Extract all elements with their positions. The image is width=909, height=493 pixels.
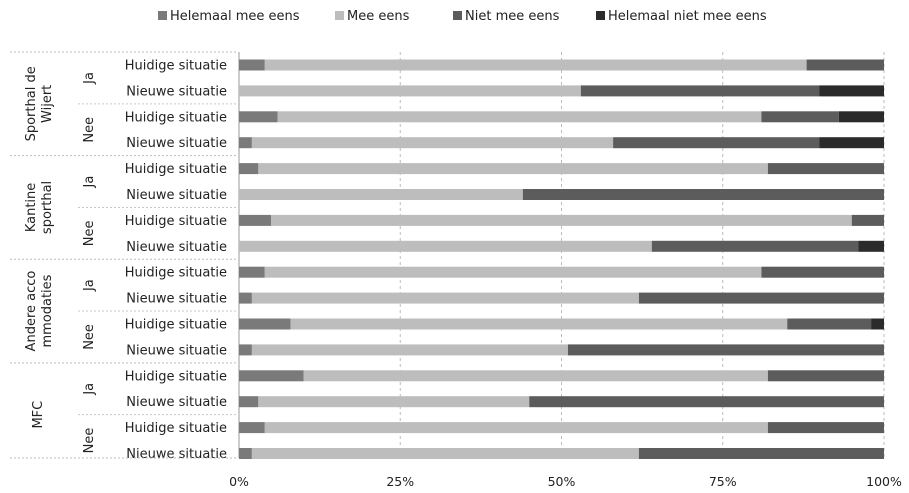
- group-label: Sporthal deWijert: [24, 66, 55, 141]
- x-tick-label: 0%: [229, 474, 249, 489]
- bar-segment: [871, 318, 884, 330]
- bar-segment: [239, 292, 252, 304]
- bar-segment: [239, 59, 265, 71]
- bar-segment: [264, 422, 768, 434]
- row-label: Nieuwe situatie: [126, 136, 227, 151]
- subgroup-label: Nee: [82, 324, 97, 350]
- group-label: MFC: [31, 401, 46, 429]
- row-label: Huidige situatie: [125, 214, 227, 229]
- bar-segment: [567, 344, 884, 356]
- bar-segment: [819, 85, 884, 97]
- legend-label-2: Mee eens: [347, 9, 410, 24]
- subgroup-label: Nee: [82, 117, 97, 143]
- bar-segment: [838, 111, 884, 123]
- bar-segment: [239, 214, 272, 226]
- bar-segment: [767, 370, 884, 382]
- bar-segment: [806, 59, 884, 71]
- row-label: Nieuwe situatie: [126, 395, 227, 410]
- legend-label-4: Helemaal niet mee eens: [608, 9, 767, 24]
- x-tick-label: 50%: [548, 474, 576, 489]
- x-axis-ticks: 0% 25% 50% 75% 100%: [229, 474, 902, 489]
- bar-segment: [264, 59, 807, 71]
- bar-segment: [271, 214, 852, 226]
- bar-segment: [251, 448, 639, 459]
- subgroup-label: Ja: [82, 279, 97, 292]
- bar-segment: [529, 396, 884, 408]
- row-label: Nieuwe situatie: [126, 84, 227, 99]
- bar-segment: [258, 163, 768, 175]
- row-label: Huidige situatie: [125, 162, 227, 177]
- bar-segment: [767, 163, 884, 175]
- bar-segment: [239, 422, 265, 434]
- bar-segment: [522, 189, 884, 200]
- bar-segment: [251, 292, 639, 304]
- bar-segment: [239, 396, 259, 408]
- bar-segment: [851, 214, 884, 226]
- bar-segment: [787, 318, 872, 330]
- group-label: Andere accommodaties: [24, 271, 55, 352]
- row-label: Huidige situatie: [125, 59, 227, 74]
- row-label: Huidige situatie: [125, 369, 227, 384]
- x-tick-label: 75%: [709, 474, 737, 489]
- subgroup-label: Nee: [82, 428, 97, 454]
- subgroup-label: Ja: [82, 383, 97, 396]
- subgroup-label: Nee: [82, 220, 97, 246]
- bar-segment: [303, 370, 768, 382]
- bar-segment: [258, 396, 530, 408]
- row-label: Nieuwe situatie: [126, 292, 227, 307]
- row-label: Huidige situatie: [125, 266, 227, 281]
- bar-segment: [239, 318, 291, 330]
- bar-segment: [239, 189, 523, 200]
- legend-swatch-3: [453, 11, 462, 20]
- category-labels: Huidige situatie Nieuwe situatie Ja Huidige…: [10, 51, 236, 462]
- bar-segment: [651, 240, 859, 252]
- legend-label-3: Niet mee eens: [465, 9, 560, 24]
- bar-segment: [580, 85, 820, 97]
- bar-segment: [613, 137, 820, 149]
- row-label: Huidige situatie: [125, 110, 227, 125]
- legend-swatch-2: [335, 11, 344, 20]
- bar-segment: [239, 344, 252, 356]
- legend-swatch-4: [596, 11, 605, 20]
- bar-segment: [264, 266, 762, 278]
- x-tick-label: 25%: [386, 474, 414, 489]
- legend-label-1: Helemaal mee eens: [170, 9, 300, 24]
- row-label: Huidige situatie: [125, 421, 227, 436]
- row-label: Nieuwe situatie: [126, 240, 227, 255]
- subgroup-label: Ja: [82, 72, 97, 85]
- bar-segment: [251, 137, 614, 149]
- bar-segment: [239, 240, 652, 252]
- chart-bars: [239, 59, 884, 459]
- legend-swatch-1: [158, 11, 167, 20]
- bar-segment: [239, 111, 278, 123]
- x-tick-label: 100%: [866, 474, 902, 489]
- bar-segment: [290, 318, 788, 330]
- bar-segment: [761, 111, 839, 123]
- row-label: Nieuwe situatie: [126, 188, 227, 203]
- bar-segment: [761, 266, 884, 278]
- bar-segment: [239, 137, 252, 149]
- subgroup-label: Ja: [82, 176, 97, 189]
- bar-segment: [239, 370, 304, 382]
- bar-segment: [239, 448, 252, 459]
- bar-segment: [239, 266, 265, 278]
- bar-segment: [251, 344, 568, 356]
- bar-segment: [638, 448, 884, 459]
- row-label: Nieuwe situatie: [126, 447, 227, 462]
- bar-segment: [767, 422, 884, 434]
- chart-legend: Helemaal mee eens Mee eens Niet mee eens He…: [158, 9, 767, 24]
- bar-segment: [858, 240, 884, 252]
- bar-segment: [239, 85, 581, 97]
- bar-segment: [239, 163, 259, 175]
- group-label: Kantinesporthal: [24, 181, 55, 234]
- row-label: Nieuwe situatie: [126, 343, 227, 358]
- bar-segment: [277, 111, 762, 123]
- row-label: Huidige situatie: [125, 318, 227, 333]
- bar-segment: [819, 137, 884, 149]
- bar-segment: [638, 292, 884, 304]
